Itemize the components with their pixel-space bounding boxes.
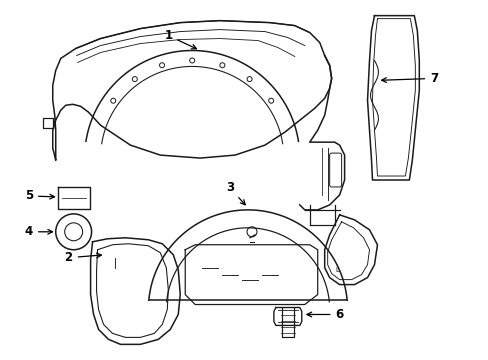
Text: 2: 2 [64, 251, 101, 264]
Text: 7: 7 [381, 72, 437, 85]
Text: 1: 1 [164, 29, 196, 49]
Text: 3: 3 [225, 181, 244, 205]
Text: 4: 4 [25, 225, 52, 238]
Text: L: L [335, 267, 339, 273]
Text: 5: 5 [25, 189, 55, 202]
Text: 6: 6 [306, 308, 343, 321]
